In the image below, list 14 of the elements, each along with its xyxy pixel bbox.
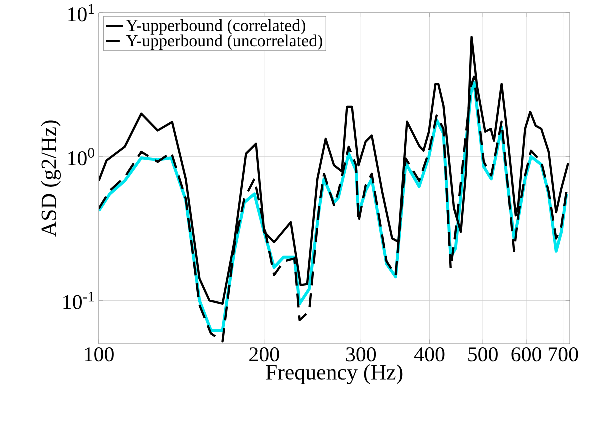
x-tick-label: 600 [512,348,542,362]
x-tick-label: 100 [85,348,114,362]
x-tick-label: 300 [346,348,376,362]
x-tick-label: 700 [548,348,578,362]
legend-label: Y-upperbound (correlated) [126,19,306,35]
y-tick-label: 10$^{1}$ [68,4,94,22]
legend-label: Y-upperbound (uncorrelated) [126,34,322,50]
y-tick-label: 10$^{0}$ [68,148,94,166]
y-tick-label: 10$^{-1}$ [64,292,94,310]
x-axis-title: Frequency (Hz) [266,364,403,384]
x-tick-label: 200 [250,348,280,362]
x-tick-label: 500 [468,348,498,362]
y-axis-title: ASD (g2/Hz) [41,120,62,238]
x-tick-label: 400 [414,348,445,362]
